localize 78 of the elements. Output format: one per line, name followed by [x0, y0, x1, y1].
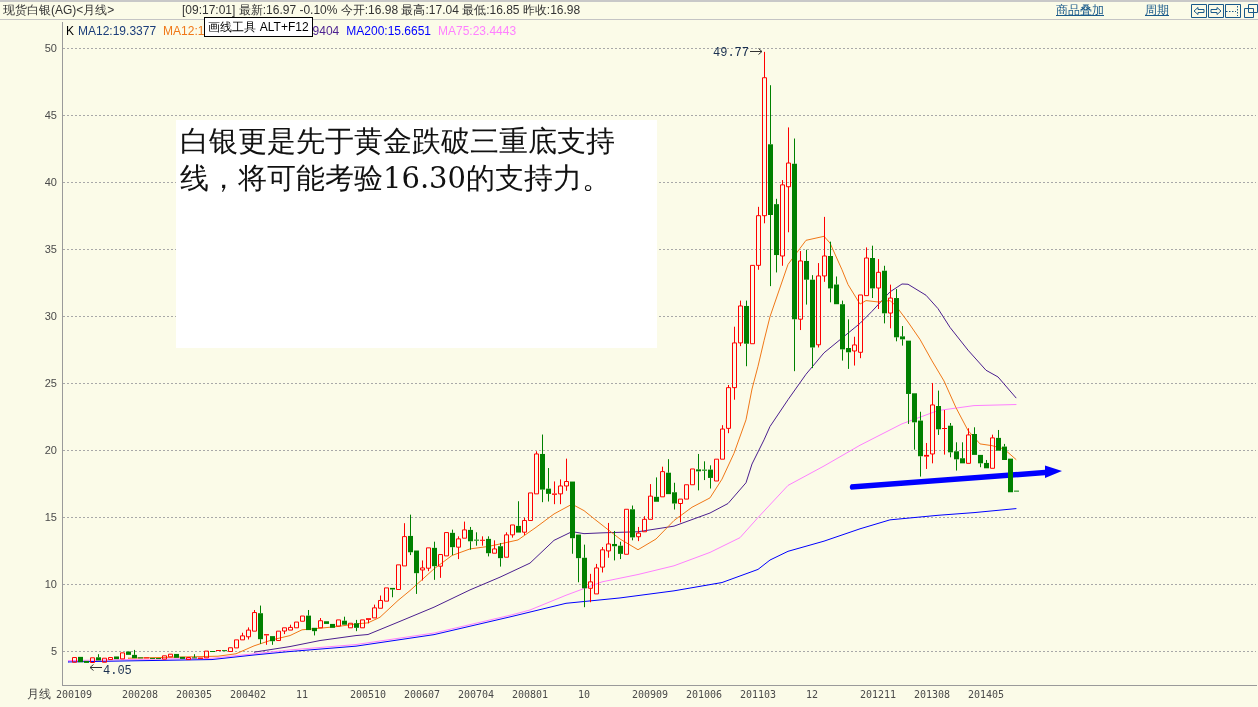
- text: 商品叠加: [1056, 3, 1104, 17]
- candlestick: [432, 541, 437, 581]
- annotation: K: [66, 24, 75, 38]
- candlestick: [204, 650, 209, 659]
- y-tick-label: 25: [44, 376, 57, 389]
- candlestick: [336, 619, 341, 627]
- y-tick-label: 50: [44, 41, 57, 54]
- chart-title: 现货白银(AG)<月线>: [3, 3, 115, 17]
- y-tick-label: 20: [44, 443, 57, 456]
- candlestick: [624, 508, 629, 555]
- x-tick-label: 200109: [55, 688, 93, 700]
- y-tick-label: 45: [44, 108, 57, 121]
- candlestick: [330, 623, 335, 628]
- annotation: 画线工具 ALT+F12: [204, 17, 313, 37]
- x-tick-label: 201211: [859, 688, 897, 700]
- candlestick: [114, 656, 119, 660]
- x-tick-label: 200510: [349, 688, 387, 700]
- candlestick: [744, 300, 749, 367]
- candlestick: [930, 382, 935, 464]
- text: MA200:15.6651: [346, 24, 432, 38]
- candlestick: [870, 245, 875, 299]
- x-tick-label: 12: [805, 688, 819, 700]
- y-tick-label: 5: [50, 644, 57, 657]
- candlestick: [612, 530, 617, 561]
- text: MA75:23.4443: [438, 24, 517, 38]
- x-tick-label: 10: [577, 688, 591, 700]
- candlestick: [450, 529, 455, 556]
- x-tick-label: 11: [295, 688, 309, 700]
- candlestick: [618, 541, 623, 560]
- candlestick: [96, 653, 101, 661]
- annotation: MA12:19.3377: [78, 24, 157, 38]
- y-tick-label: 35: [44, 242, 57, 255]
- candlestick: [72, 657, 77, 663]
- candlestick: [810, 274, 815, 369]
- x-tick-label: 200801: [511, 688, 549, 700]
- candlestick: [888, 284, 893, 329]
- candlestick: [348, 622, 353, 629]
- annotation: 49.77: [712, 46, 749, 60]
- y-tick-label: 10: [44, 577, 57, 590]
- candlestick: [342, 616, 347, 625]
- x-tick-label: 201405: [967, 688, 1005, 700]
- y-tick-label: 30: [44, 309, 57, 322]
- candlestick: [90, 657, 95, 663]
- candlestick: [480, 535, 485, 547]
- annotation: 白银更是先于黄金跌破三重底支持线，将可能考验16.30的支持力。: [180, 124, 615, 195]
- candlestick: [186, 657, 191, 661]
- candlestick: [192, 653, 197, 659]
- x-tick-label: 200402: [229, 688, 267, 700]
- y-tick-label: 40: [44, 175, 57, 188]
- x-axis-title: 月线: [27, 687, 51, 701]
- candlestick: [498, 542, 503, 568]
- x-tick-label: 200208: [121, 688, 159, 700]
- candlestick: [882, 265, 887, 324]
- candlestick: [942, 409, 947, 456]
- candlestick: [876, 258, 881, 310]
- x-tick-label: 200704: [457, 688, 495, 700]
- x-tick-label: 200607: [403, 688, 441, 700]
- candlestick: [936, 390, 941, 436]
- candlestick: [924, 442, 929, 470]
- candlestick: [798, 250, 803, 331]
- candlestick: [978, 454, 983, 468]
- candlestick: [258, 605, 263, 645]
- x-tick-label: 201006: [685, 688, 723, 700]
- x-tick-label: 200909: [631, 688, 669, 700]
- annotation: 4.05: [103, 664, 132, 678]
- text: 9404: [312, 24, 340, 38]
- candlestick: [120, 652, 125, 660]
- candlestick: [792, 138, 797, 372]
- x-tick-label: 201103: [739, 688, 777, 700]
- x-tick-label: 200305: [175, 688, 213, 700]
- text: 周期: [1145, 3, 1169, 17]
- candlestick: [804, 249, 809, 306]
- y-tick-label: 15: [44, 510, 57, 523]
- x-tick-label: 201308: [913, 688, 951, 700]
- chart-subtitle: [09:17:01] 最新:16.97 -0.10% 今开:16.98 最高:17.04 最低:16.85 昨收:16.98: [182, 3, 581, 17]
- candlestick: [582, 544, 587, 608]
- candlestick: [486, 535, 491, 557]
- text: MA12:1: [163, 24, 205, 38]
